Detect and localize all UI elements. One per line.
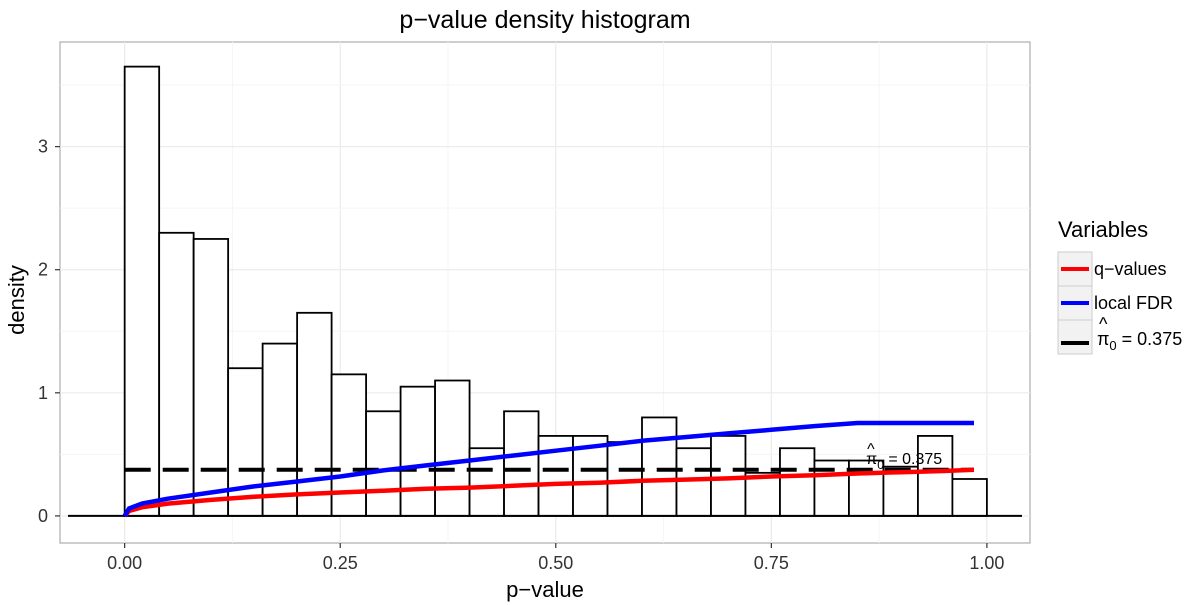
- legend-pi0-value: = 0.375: [1117, 329, 1183, 349]
- histogram-bar: [158, 231, 195, 517]
- legend-pi0-symbol: π: [1097, 329, 1109, 349]
- series-lines: [122, 420, 975, 518]
- histogram-bar: [641, 416, 678, 517]
- pi0-annotation-hat: ^: [867, 441, 875, 458]
- pi0-annotation-symbol: π: [866, 451, 877, 468]
- x-axis-title: p−value: [506, 577, 584, 602]
- y-axis: 0 1 2 3: [38, 137, 60, 526]
- histogram-bar: [779, 447, 816, 517]
- histogram-bar: [951, 478, 988, 517]
- x-tick-label: 1.00: [969, 553, 1004, 573]
- histogram-bar: [227, 367, 264, 517]
- chart-title: p−value density histogram: [399, 6, 690, 34]
- histogram-bar: [261, 342, 299, 517]
- legend-label-q-values: q−values: [1094, 259, 1167, 279]
- x-axis: 0.00 0.25 0.50 0.75 1.00: [107, 543, 1004, 573]
- histogram-bar: [917, 435, 954, 517]
- histogram-bar: [399, 385, 436, 517]
- histogram-bar: [365, 410, 402, 517]
- legend-label-local-fdr: local FDR: [1094, 293, 1173, 313]
- local-fdr-line: [122, 420, 974, 518]
- q-values-line: [123, 467, 975, 518]
- legend: Variables q−values local FDR ^ π0 = 0.37…: [1057, 217, 1182, 355]
- y-tick-label: 0: [38, 506, 48, 526]
- histogram-bar: [123, 65, 161, 517]
- pi0-annotation: π0 = 0.375: [866, 451, 942, 472]
- histogram-bar: [434, 379, 471, 517]
- legend-pi0-subscript: 0: [1109, 338, 1116, 353]
- y-tick-label: 2: [38, 260, 48, 280]
- legend-label-pi0: π0 = 0.375: [1097, 329, 1182, 353]
- pi0-annotation-subscript: 0: [877, 458, 884, 472]
- x-tick-label: 0.75: [754, 553, 789, 573]
- histogram-bar: [296, 311, 333, 517]
- pi0-annotation-value: = 0.375: [884, 451, 942, 468]
- legend-key-pi0: [1057, 319, 1093, 355]
- x-tick-label: 0.25: [323, 553, 358, 573]
- y-tick-label: 1: [38, 383, 48, 403]
- x-tick-label: 0.00: [107, 553, 142, 573]
- x-tick-label: 0.50: [538, 553, 573, 573]
- histogram-bar: [192, 238, 230, 517]
- legend-title: Variables: [1058, 217, 1148, 242]
- histogram-bar: [675, 447, 712, 517]
- histogram-bar: [503, 410, 540, 517]
- histogram-bar: [882, 465, 919, 517]
- y-tick-label: 3: [38, 137, 48, 157]
- y-axis-title: density: [4, 265, 29, 335]
- legend-label-pi0-hat: ^: [1099, 314, 1108, 334]
- plot-panel: π0 = 0.375 ^: [59, 41, 1031, 544]
